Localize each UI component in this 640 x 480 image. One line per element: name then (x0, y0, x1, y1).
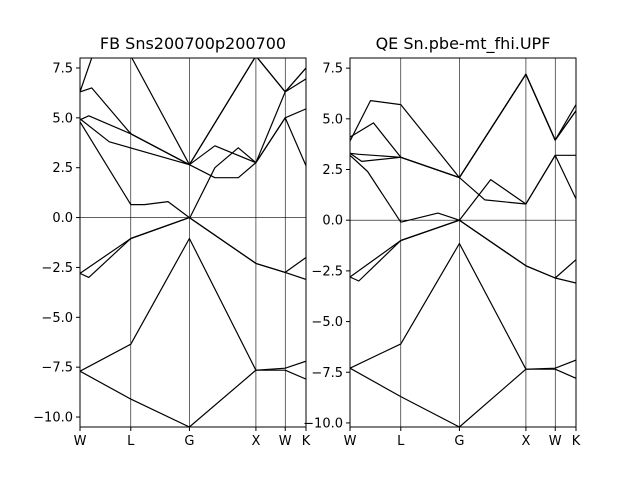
x-tick-label: X (251, 434, 260, 449)
x-tick-label: K (302, 434, 311, 449)
x-tick-label: W (279, 434, 292, 449)
y-tick-label: −10.0 (303, 416, 343, 431)
y-tick-label: 2.5 (52, 161, 73, 176)
y-tick-label: 2.5 (322, 163, 343, 178)
x-tick-label: K (572, 434, 581, 449)
band-line-8 (188, 108, 306, 219)
band-line-10 (80, 58, 306, 166)
y-tick-label: −2.5 (311, 264, 343, 279)
x-tick-label: G (454, 434, 464, 449)
y-tick-label: 0.0 (52, 211, 73, 226)
band-line-7 (80, 58, 306, 166)
band-line-4 (350, 219, 576, 279)
y-tick-label: −7.5 (41, 361, 73, 376)
band-line-2 (350, 242, 576, 370)
x-tick-label: L (127, 434, 135, 449)
chart-title: QE Sn.pbe-mt_fhi.UPF (376, 34, 551, 54)
y-tick-label: −5.0 (311, 315, 343, 330)
band-line-9 (80, 117, 306, 166)
y-tick-label: −7.5 (311, 366, 343, 381)
x-tick-label: W (74, 434, 87, 449)
y-tick-label: 5.0 (52, 111, 73, 126)
band-line-3 (350, 219, 576, 284)
band-line-1 (350, 367, 576, 427)
band-line-1 (80, 369, 306, 427)
x-tick-label: W (549, 434, 562, 449)
band-line-5 (350, 154, 460, 223)
band-line-10 (350, 73, 576, 179)
y-tick-label: 0.0 (322, 214, 343, 229)
y-tick-label: 7.5 (52, 61, 73, 76)
y-tick-label: −5.0 (41, 311, 73, 326)
band-line-4 (80, 217, 306, 274)
x-tick-label: L (397, 434, 405, 449)
band-line-5 (80, 121, 190, 219)
x-tick-label: W (344, 434, 357, 449)
axes-frame (79, 57, 307, 428)
chart-panel-1: −10.0−7.5−5.0−2.50.02.55.07.5W L G X W KFB Sn… (33, 34, 311, 449)
band-line-8 (458, 154, 576, 221)
band-line-6 (80, 67, 306, 179)
y-tick-label: −2.5 (41, 261, 73, 276)
y-tick-label: 5.0 (322, 112, 343, 127)
y-tick-label: 7.5 (322, 62, 343, 77)
chart-title: FB Sns200700p200700 (100, 34, 286, 53)
band-line-7 (350, 73, 576, 179)
x-tick-label: G (184, 434, 194, 449)
chart-panel-2: −10.0−7.5−5.0−2.50.02.55.07.5W L G X W KQE Sn… (303, 34, 581, 449)
band-line-3 (80, 217, 306, 280)
axes-frame (349, 57, 577, 428)
band-line-9 (350, 73, 576, 179)
band-line-2 (80, 237, 306, 372)
y-tick-label: −10.0 (33, 411, 73, 426)
x-tick-label: X (521, 434, 530, 449)
